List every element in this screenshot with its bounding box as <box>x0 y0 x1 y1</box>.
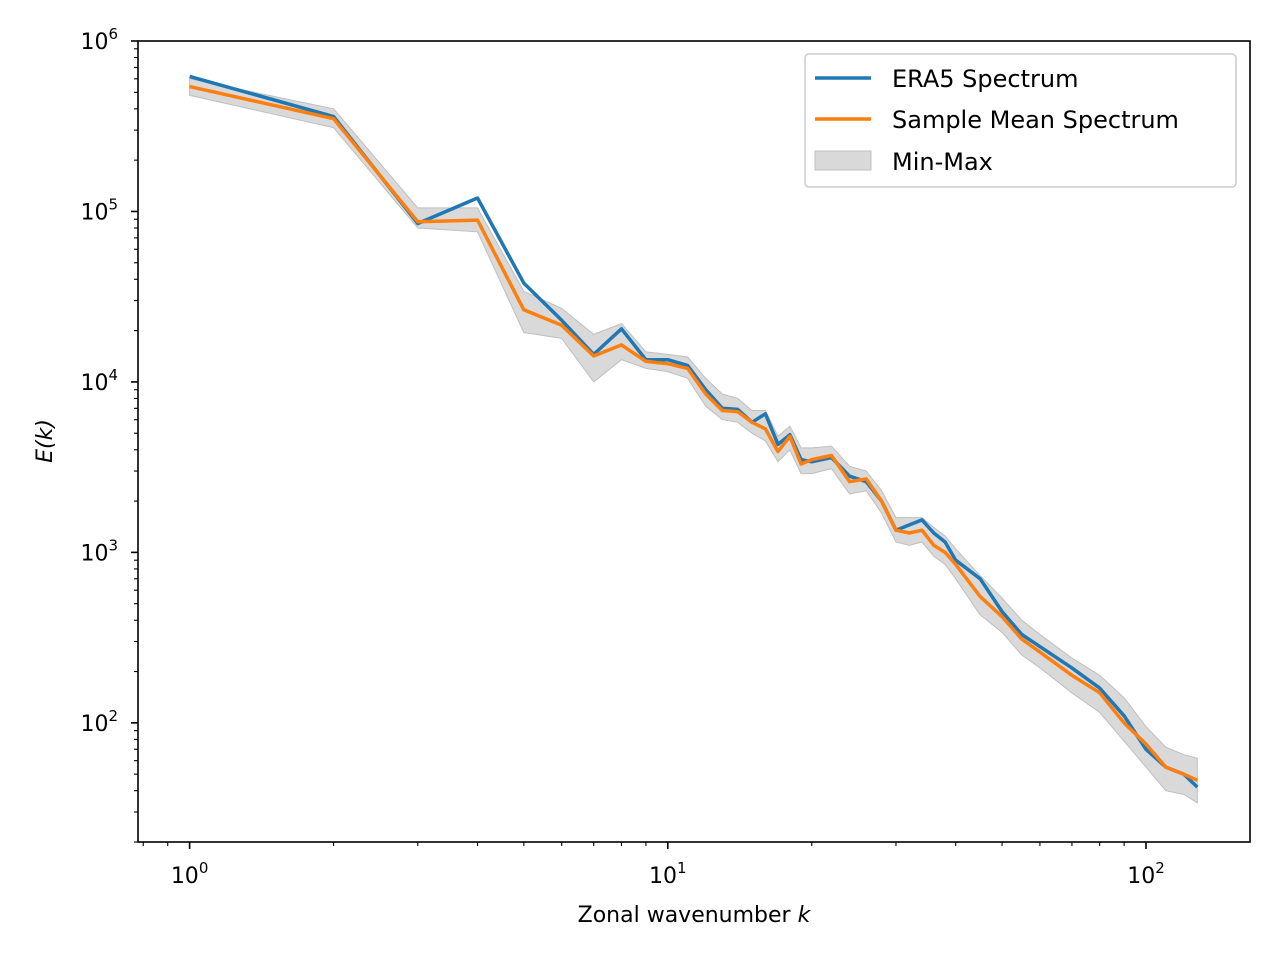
legend-box <box>804 53 1237 188</box>
legend-swatch-min-max <box>814 150 872 171</box>
y-axis-label: E(k) <box>33 419 58 463</box>
x-axis-label: Zonal wavenumber k <box>578 903 812 928</box>
legend-label-era5: ERA5 Spectrum <box>892 65 1078 93</box>
x-tick-label: 100 <box>171 859 209 889</box>
legend: ERA5 Spectrum Sample Mean Spectrum Min-M… <box>804 53 1237 188</box>
x-tick-label: 102 <box>1127 859 1165 889</box>
y-tick-label: 105 <box>80 195 118 225</box>
y-tick-label: 106 <box>80 25 118 55</box>
y-tick-label: 102 <box>80 707 118 737</box>
x-axis: 100 101 102 <box>142 842 1165 889</box>
plot-area <box>189 74 1199 804</box>
x-tick-label: 101 <box>649 859 687 889</box>
legend-label-min-max: Min-Max <box>892 148 993 176</box>
legend-label-sample-mean: Sample Mean Spectrum <box>892 106 1179 134</box>
sample-mean-spectrum-line <box>189 84 1199 782</box>
y-axis: 102 103 104 105 106 <box>80 25 138 843</box>
y-tick-label: 103 <box>80 536 118 566</box>
y-tick-label: 104 <box>80 366 118 396</box>
min-max-band <box>189 78 1198 804</box>
axes-frame <box>137 40 1251 843</box>
